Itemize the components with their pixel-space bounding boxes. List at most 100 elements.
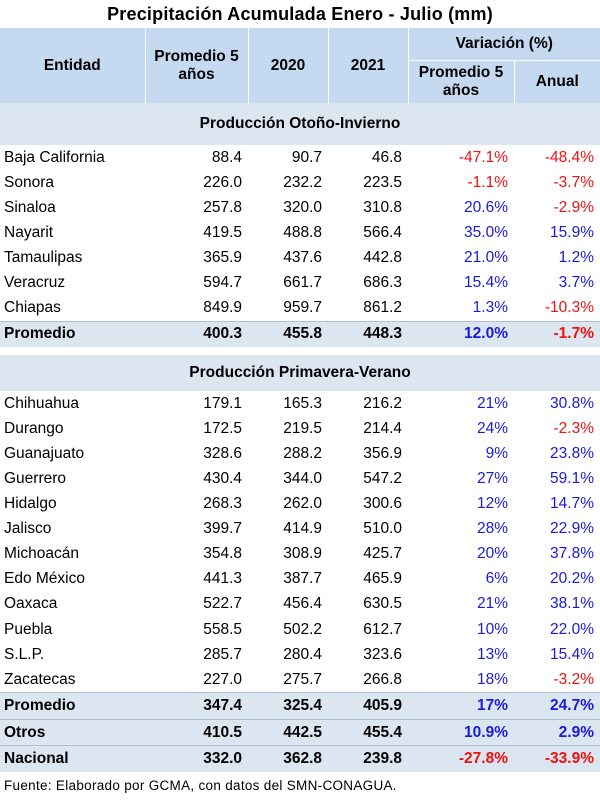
- table-body: Producción Otoño-Invierno Baja California…: [0, 103, 600, 772]
- section-label: Producción Primavera-Verano: [0, 355, 600, 392]
- var-anual-cell: -3.7%: [553, 173, 595, 191]
- table-row: Sonora 226.0 232.2 223.5 -1.1% -3.7%: [0, 170, 600, 195]
- var-promedio-cell: 21%: [476, 595, 508, 613]
- promedio-5-cell: 430.4: [203, 469, 242, 487]
- promedio-5-cell: 347.4: [145, 692, 248, 720]
- entidad-cell: Baja California: [4, 148, 105, 166]
- entidad-cell: Jalisco: [4, 520, 52, 538]
- header-entidad: Entidad: [0, 28, 145, 103]
- table-row: Baja California 88.4 90.7 46.8 -47.1% -48.4%: [0, 145, 600, 170]
- var-promedio-cell: 20%: [476, 545, 508, 563]
- promedio-5-cell: 419.5: [203, 223, 242, 241]
- value-2020-cell: 262.0: [283, 495, 322, 513]
- precipitation-table: Entidad Promedio 5 años 2020 2021 Variac…: [0, 28, 600, 772]
- value-2020-cell: 325.4: [248, 692, 328, 720]
- value-2020-cell: 456.4: [283, 595, 322, 613]
- entidad-cell: Guerrero: [4, 469, 67, 487]
- var-anual-cell: -2.3%: [553, 419, 595, 437]
- var-promedio-cell: 15.4%: [464, 274, 508, 292]
- promedio-5-cell: 522.7: [203, 595, 242, 613]
- table-row: Zacatecas 227.0 275.7 266.8 18% -3.2%: [0, 667, 600, 693]
- var-promedio-cell: 13%: [476, 645, 508, 663]
- var-anual-cell: 2.9%: [514, 718, 600, 746]
- var-anual-cell: -48.4%: [544, 148, 594, 166]
- var-anual-cell: 1.2%: [558, 248, 594, 266]
- table-row: Chihuahua 179.1 165.3 216.2 21% 30.8%: [0, 391, 600, 416]
- var-anual-cell: 3.7%: [558, 274, 594, 292]
- summary-row: Promedio 400.3 455.8 448.3 12.0% -1.7%: [0, 320, 600, 348]
- value-2021-cell: 405.9: [328, 692, 408, 720]
- value-2021-cell: 214.4: [363, 419, 402, 437]
- entidad-cell: Sonora: [4, 173, 54, 191]
- value-2020-cell: 488.8: [283, 223, 322, 241]
- table-row: Chiapas 849.9 959.7 861.2 1.3% -10.3%: [0, 296, 600, 322]
- value-2021-cell: 223.5: [363, 173, 402, 191]
- entidad-cell: Oaxaca: [4, 595, 58, 613]
- value-2021-cell: 510.0: [363, 520, 402, 538]
- var-promedio-cell: 9%: [485, 444, 508, 462]
- var-anual-cell: -10.3%: [544, 299, 594, 317]
- table-row: Edo México 441.3 387.7 465.9 6% 20.2%: [0, 567, 600, 592]
- entidad-cell: Chihuahua: [4, 394, 79, 412]
- value-2021-cell: 861.2: [363, 299, 402, 317]
- promedio-5-cell: 354.8: [203, 545, 242, 563]
- var-promedio-cell: -27.8%: [408, 745, 514, 772]
- value-2021-cell: 465.9: [363, 570, 402, 588]
- var-anual-cell: 23.8%: [550, 444, 594, 462]
- section-header: Producción Otoño-Invierno: [0, 103, 600, 145]
- table-row: Guerrero 430.4 344.0 547.2 27% 59.1%: [0, 466, 600, 491]
- var-anual-cell: 24.7%: [514, 692, 600, 720]
- table-row: Durango 172.5 219.5 214.4 24% -2.3%: [0, 416, 600, 441]
- value-2021-cell: 46.8: [371, 148, 402, 166]
- var-promedio-cell: 28%: [476, 520, 508, 538]
- value-2020-cell: 661.7: [283, 274, 322, 292]
- value-2021-cell: 310.8: [363, 198, 402, 216]
- header-promedio-5: Promedio 5 años: [144, 28, 248, 103]
- value-2021-cell: 547.2: [363, 469, 402, 487]
- var-anual-cell: 22.9%: [550, 520, 594, 538]
- var-anual-cell: -2.9%: [553, 198, 595, 216]
- promedio-5-cell: 332.0: [145, 745, 248, 772]
- entidad-cell: Zacatecas: [4, 670, 76, 688]
- var-promedio-cell: 27%: [476, 469, 508, 487]
- table-row: Guanajuato 328.6 288.2 356.9 9% 23.8%: [0, 441, 600, 466]
- value-2020-cell: 437.6: [283, 248, 322, 266]
- entidad-cell: Nacional: [0, 745, 145, 772]
- var-promedio-cell: 12%: [476, 495, 508, 513]
- entidad-cell: Edo México: [4, 570, 85, 588]
- promedio-5-cell: 226.0: [203, 173, 242, 191]
- entidad-cell: Durango: [4, 419, 64, 437]
- value-2020-cell: 288.2: [283, 444, 322, 462]
- var-anual-cell: 20.2%: [550, 570, 594, 588]
- value-2020-cell: 455.8: [248, 320, 328, 348]
- total-row: Nacional 332.0 362.8 239.8 -27.8% -33.9%: [0, 745, 600, 772]
- entidad-cell: Veracruz: [4, 274, 66, 292]
- section-label: Producción Otoño-Invierno: [0, 103, 600, 145]
- entidad-cell: S.L.P.: [4, 645, 45, 663]
- entidad-cell: Otros: [0, 718, 145, 746]
- var-promedio-cell: 6%: [485, 570, 508, 588]
- var-promedio-cell: 21%: [476, 394, 508, 412]
- value-2020-cell: 232.2: [283, 173, 322, 191]
- var-promedio-cell: 1.3%: [472, 299, 508, 317]
- promedio-5-cell: 399.7: [203, 520, 242, 538]
- total-row: Otros 410.5 442.5 455.4 10.9% 2.9%: [0, 718, 600, 746]
- promedio-5-cell: 179.1: [203, 394, 242, 412]
- var-anual-cell: -3.2%: [553, 670, 595, 688]
- value-2020-cell: 165.3: [283, 394, 322, 412]
- value-2020-cell: 387.7: [283, 570, 322, 588]
- value-2021-cell: 300.6: [363, 495, 402, 513]
- table-row: Puebla 558.5 502.2 612.7 10% 22.0%: [0, 617, 600, 642]
- var-anual-cell: 30.8%: [550, 394, 594, 412]
- summary-row: Promedio 347.4 325.4 405.9 17% 24.7%: [0, 692, 600, 720]
- value-2020-cell: 219.5: [283, 419, 322, 437]
- promedio-5-cell: 400.3: [145, 320, 248, 348]
- value-2020-cell: 502.2: [283, 620, 322, 638]
- value-2020-cell: 442.5: [248, 718, 328, 746]
- table-row: Nayarit 419.5 488.8 566.4 35.0% 15.9%: [0, 220, 600, 245]
- value-2020-cell: 959.7: [283, 299, 322, 317]
- value-2020-cell: 90.7: [291, 148, 322, 166]
- promedio-5-cell: 849.9: [203, 299, 242, 317]
- value-2021-cell: 425.7: [363, 545, 402, 563]
- promedio-5-cell: 172.5: [203, 419, 242, 437]
